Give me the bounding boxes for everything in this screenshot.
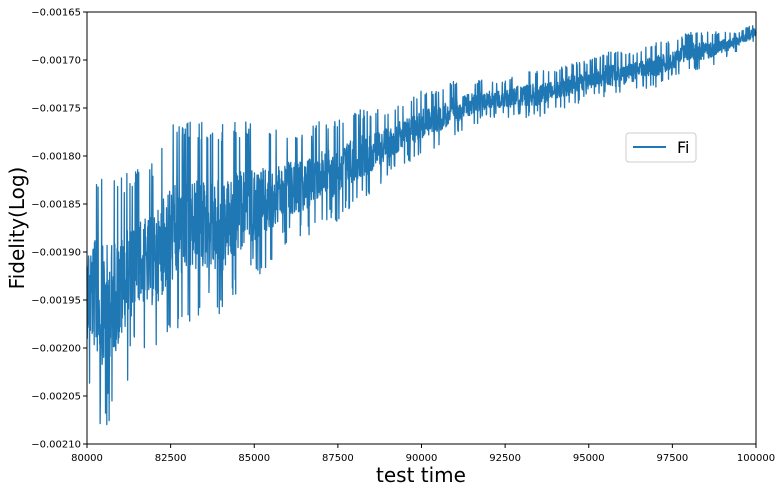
legend: Fi <box>625 132 697 163</box>
x-tick-label: 90000 <box>406 453 438 464</box>
x-tick-label: 95000 <box>573 453 605 464</box>
y-tick-label: −0.00180 <box>31 152 81 163</box>
x-tick-label: 87500 <box>322 453 354 464</box>
y-tick-label: −0.00170 <box>31 56 81 67</box>
y-tick-label: −0.00175 <box>31 104 81 115</box>
y-tick-label: −0.00190 <box>31 248 81 259</box>
series-layer <box>86 25 757 426</box>
y-tick-label: −0.00185 <box>31 200 81 211</box>
x-tick-label: 82500 <box>155 453 187 464</box>
series-line-fi <box>86 25 757 426</box>
y-tick-label: −0.00205 <box>31 392 81 403</box>
y-axis-label: Fidelity(Log) <box>5 167 29 290</box>
legend-label: Fi <box>677 138 689 157</box>
x-axis-label: test time <box>376 463 466 487</box>
y-tick-label: −0.00200 <box>31 344 81 355</box>
x-tick-label: 100000 <box>737 453 775 464</box>
x-tick-label: 97500 <box>656 453 688 464</box>
y-tick-label: −0.00210 <box>31 440 81 451</box>
y-tick-label: −0.00165 <box>31 8 81 19</box>
x-axis: 80000 82500 85000 87500 90000 92500 95000 97500… <box>71 444 775 464</box>
y-tick-label: −0.00195 <box>31 296 81 307</box>
x-tick-label: 92500 <box>489 453 521 464</box>
x-tick-label: 85000 <box>238 453 270 464</box>
y-axis: −0.00210 −0.00205 −0.00200 −0.00195 −0.00190… <box>31 8 87 451</box>
x-tick-label: 80000 <box>71 453 103 464</box>
